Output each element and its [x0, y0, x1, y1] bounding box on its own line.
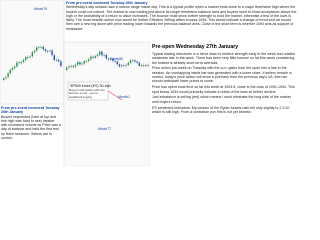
candle: [140, 65, 143, 66]
candle: [132, 60, 134, 61]
candle: [51, 50, 53, 56]
candle: [79, 62, 81, 65]
candle: [58, 59, 60, 62]
candle: [9, 70, 11, 74]
candle: [70, 66, 72, 67]
candle: [77, 62, 79, 65]
candle: [5, 77, 7, 79]
callout-title: SP500 emini (ES) 30-min: [70, 84, 111, 88]
candle: [18, 62, 20, 64]
candle: [72, 66, 74, 67]
callout-note: Buyers and sellers with the bounce so fa…: [69, 89, 105, 99]
candle: [74, 64, 77, 67]
candle: [114, 60, 116, 62]
candle: [22, 59, 25, 63]
candle: [11, 68, 14, 71]
candle: [134, 60, 136, 62]
candle: [27, 57, 29, 58]
arrow: [107, 90, 123, 101]
candle: [31, 52, 33, 57]
candle: [66, 67, 68, 70]
candle: [136, 61, 138, 63]
body: Buyers responded (held at top and this h…: [1, 114, 61, 141]
chart-label: Week80: [110, 57, 123, 61]
candle: [121, 65, 123, 67]
candle: [60, 61, 62, 67]
paragraph: ES sentiment indicators: My version of t…: [152, 105, 290, 114]
candle: [123, 64, 125, 66]
candle: [38, 46, 40, 48]
charts: Week79 Week80 Month1 Week77 SP500 emini …: [0, 0, 150, 166]
article-title: Pre-open Wednesday 27th January: [152, 44, 239, 50]
candle: [96, 54, 99, 57]
candle: [7, 73, 9, 78]
candle: [20, 62, 22, 64]
page: Week79 Week80 Month1 Week77 SP500 emini …: [0, 0, 298, 166]
candle: [129, 60, 132, 63]
candle: [118, 64, 121, 67]
paragraph: Price action pre-week on Tuesday with th…: [152, 66, 292, 84]
candle: [99, 51, 101, 55]
candle: [90, 56, 92, 60]
bottom-note: From pre-event comment Tuesday 26th Janu…: [1, 106, 61, 165]
candle: [138, 62, 140, 66]
article: Pre-open Wednesday 27th January Typical …: [152, 44, 298, 166]
candle: [127, 62, 129, 65]
candle: [107, 58, 110, 60]
heading: From pre-event comment Tuesday 26th Janu…: [1, 106, 60, 115]
body: Wednesday's day session saw a narrow ran…: [66, 5, 297, 31]
candle: [33, 50, 36, 53]
candle: [29, 56, 31, 58]
candle: [16, 62, 18, 67]
candle: [143, 64, 145, 66]
candle: [105, 54, 107, 59]
candle: [14, 66, 16, 69]
chart-label: Month1: [118, 95, 130, 99]
candle: [110, 59, 112, 60]
candle: [47, 51, 49, 52]
candle: [92, 56, 94, 58]
candle: [101, 51, 103, 56]
candle: [88, 59, 90, 61]
candle: [147, 65, 149, 66]
candle: [81, 63, 83, 65]
candle: [40, 46, 42, 48]
candle: [83, 61, 85, 64]
top-note: From pre-event comment Tuesday 26th Janu…: [66, 1, 298, 41]
candle: [145, 64, 147, 66]
chart-label: Week77: [98, 127, 111, 131]
candle: [55, 59, 58, 61]
paragraph: Typical trading structures in a trend do…: [152, 52, 296, 65]
candle: [25, 57, 27, 60]
candle: [103, 54, 105, 56]
candles: [3, 45, 149, 82]
candle: [68, 66, 70, 68]
candle: [94, 56, 96, 58]
candle: [42, 46, 44, 50]
paragraph: Price has spent most time so far this we…: [152, 85, 295, 94]
paragraph: Just imbalance is selling (red) which me…: [152, 95, 291, 104]
candle: [125, 64, 127, 66]
heading: From pre-event comment Tuesday 26th Janu…: [66, 1, 148, 5]
candle: [36, 47, 38, 51]
candle: [49, 50, 51, 52]
chart-panel: [0, 0, 65, 105]
candle: [116, 61, 118, 65]
callout-text: Buyers and sellers with the bounce so fa…: [69, 89, 105, 99]
candle: [112, 59, 114, 61]
candle: [53, 55, 55, 60]
candle: [44, 49, 47, 52]
candle: [3, 78, 5, 80]
candle: [85, 60, 88, 62]
chart-label: Week79: [34, 7, 47, 11]
